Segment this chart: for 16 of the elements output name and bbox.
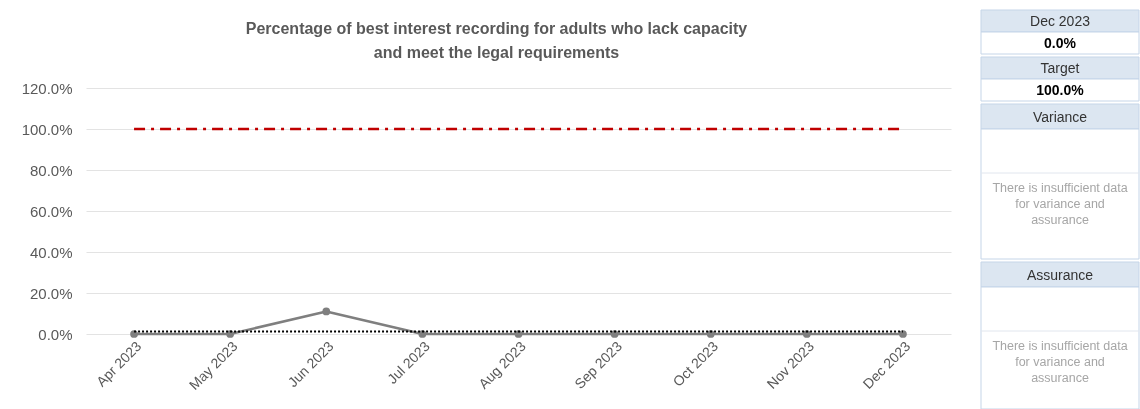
chart-title: Percentage of best interest recording for adults who lack capacity and meet the legal requirements — [245, 20, 748, 61]
y-tick-label: 0.0% — [38, 325, 73, 343]
text: Target — [1040, 60, 1080, 76]
y-tick-label: 120.0% — [21, 79, 73, 97]
y-tick-label: 40.0% — [29, 243, 73, 261]
y-tick-label: 60.0% — [29, 202, 73, 220]
text: 100.0% — [1036, 82, 1085, 98]
y-tick-label: 100.0% — [21, 120, 73, 138]
text: Dec 2023 — [1030, 13, 1091, 29]
text: Variance — [1032, 108, 1088, 125]
text: There is insufficient data for variance and assurance — [992, 339, 1128, 385]
text: 0.0% — [1044, 35, 1077, 51]
text: Assurance — [1026, 266, 1094, 283]
y-tick-label: 20.0% — [29, 284, 73, 302]
y-tick-label: 80.0% — [29, 161, 73, 179]
text: There is insufficient data for variance and assurance — [992, 181, 1128, 227]
